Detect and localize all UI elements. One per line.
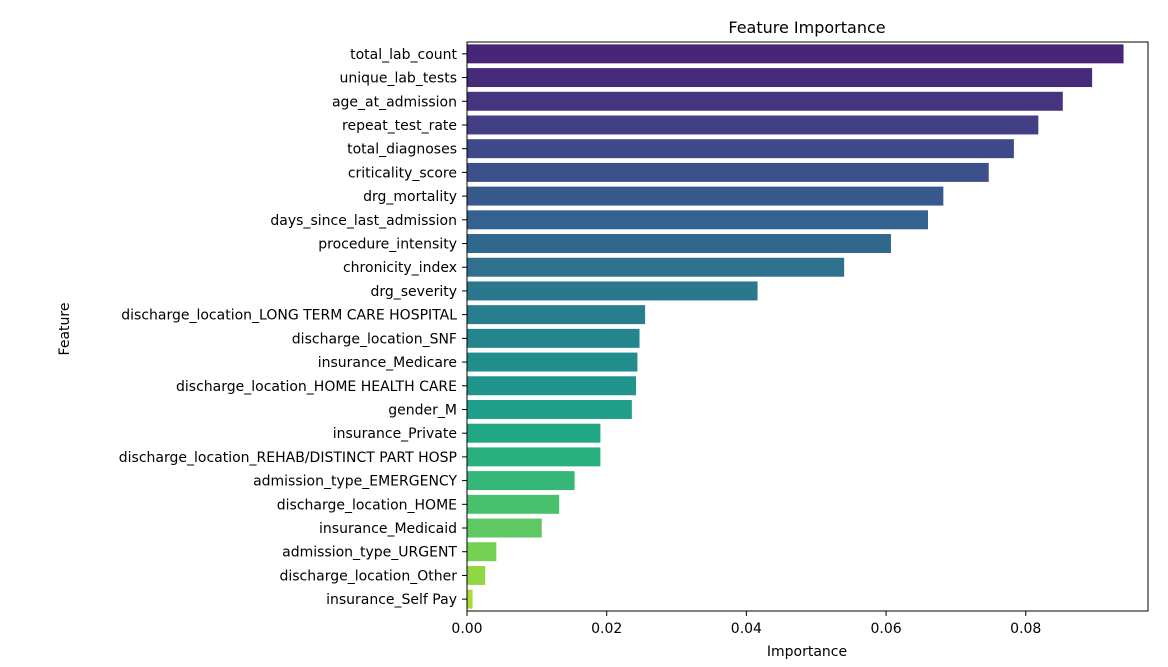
y-tick-label-21: admission_type_URGENT: [282, 545, 457, 561]
y-tick-label-16: insurance_Private: [333, 426, 457, 442]
chart-title: Feature Importance: [728, 18, 885, 37]
x-tick-label-3: 0.06: [870, 621, 901, 637]
bar-18: [467, 471, 575, 491]
bar-3: [467, 115, 1039, 135]
x-tick-label-1: 0.02: [591, 621, 622, 637]
x-tick-label-2: 0.04: [731, 621, 762, 637]
bar-8: [467, 234, 891, 254]
bar-10: [467, 281, 758, 301]
bar-2: [467, 91, 1063, 111]
bar-11: [467, 305, 646, 325]
x-tick-label-0: 0.00: [451, 621, 482, 637]
bar-5: [467, 162, 989, 182]
x-axis-label: Importance: [767, 644, 847, 660]
bar-21: [467, 542, 497, 562]
y-tick-label-22: discharge_location_Other: [279, 568, 457, 584]
bar-16: [467, 423, 601, 443]
bar-20: [467, 518, 542, 538]
bar-4: [467, 139, 1014, 159]
y-tick-label-6: drg_mortality: [363, 189, 457, 205]
y-tick-label-1: unique_lab_tests: [339, 71, 457, 87]
bar-12: [467, 328, 640, 348]
y-axis-label: Feature: [57, 303, 73, 356]
bar-7: [467, 210, 928, 230]
y-tick-label-2: age_at_admission: [332, 94, 457, 110]
bar-23: [467, 589, 473, 609]
y-tick-label-11: discharge_location_LONG TERM CARE HOSPIT…: [121, 308, 457, 324]
y-tick-label-15: gender_M: [388, 402, 457, 418]
y-ticks-layer: total_lab_count unique_lab_tests age_at_ad…: [119, 47, 467, 608]
y-tick-label-18: admission_type_EMERGENCY: [253, 474, 457, 490]
x-ticks-layer: 0.00 0.02 0.04 0.06 0.08: [451, 611, 1041, 637]
y-tick-label-0: total_lab_count: [350, 47, 457, 63]
y-tick-label-17: discharge_location_REHAB/DISTINCT PART H…: [119, 450, 457, 466]
bar-17: [467, 447, 601, 467]
plot-frame: [466, 41, 1149, 612]
y-tick-label-23: insurance_Self Pay: [326, 592, 457, 608]
y-tick-label-10: drg_severity: [370, 284, 457, 300]
y-tick-label-4: total_diagnoses: [347, 142, 457, 158]
y-tick-label-14: discharge_location_HOME HEALTH CARE: [176, 379, 457, 395]
y-tick-label-19: discharge_location_HOME: [277, 497, 457, 513]
bar-15: [467, 399, 632, 419]
y-tick-label-8: procedure_intensity: [318, 237, 457, 253]
x-tick-label-4: 0.08: [1010, 621, 1041, 637]
y-tick-label-20: insurance_Medicaid: [319, 521, 457, 537]
y-tick-label-3: repeat_test_rate: [342, 118, 457, 134]
bar-14: [467, 376, 637, 396]
bar-22: [467, 565, 486, 585]
bar-0: [467, 44, 1124, 64]
y-tick-label-9: chronicity_index: [343, 260, 457, 276]
bar-19: [467, 494, 560, 514]
y-tick-label-13: insurance_Medicare: [318, 355, 457, 371]
y-tick-label-5: criticality_score: [348, 165, 457, 181]
bar-1: [467, 68, 1093, 88]
y-tick-label-12: discharge_location_SNF: [292, 331, 457, 347]
y-tick-label-7: days_since_last_admission: [270, 213, 457, 229]
bar-9: [467, 257, 845, 277]
bar-6: [467, 186, 944, 206]
bars-layer: [467, 44, 1124, 609]
bar-13: [467, 352, 638, 372]
